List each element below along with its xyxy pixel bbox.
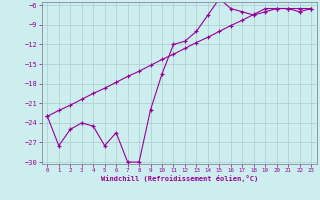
X-axis label: Windchill (Refroidissement éolien,°C): Windchill (Refroidissement éolien,°C) xyxy=(100,175,258,182)
